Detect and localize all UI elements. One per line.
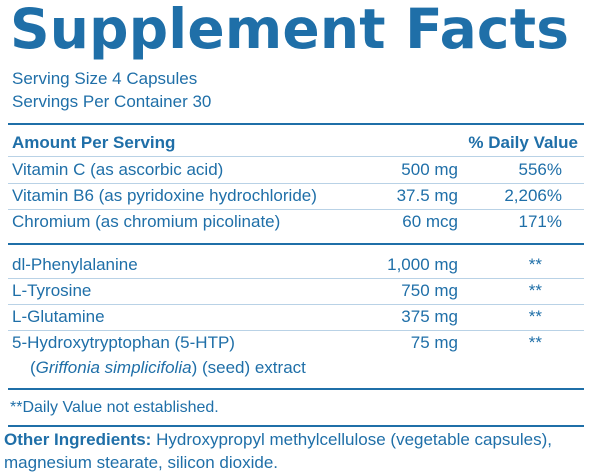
source-rest: ) (seed) extract — [191, 358, 306, 377]
ingredient-amount: 750 mg — [401, 281, 458, 300]
nutrient-row-chromium: Chromium (as chromium picolinate) 60 mcg… — [8, 210, 584, 235]
daily-value-header: % Daily Value — [468, 133, 578, 152]
source-open-paren: ( — [30, 358, 36, 377]
amount-per-serving-header: Amount Per Serving — [12, 133, 176, 152]
ingredient-name: 5-Hydroxytryptophan (5-HTP) — [12, 333, 235, 352]
nutrient-daily-value: 171% — [518, 212, 562, 231]
ingredient-amount: 75 mg — [410, 333, 458, 352]
other-ingredients-text: Hydroxypropyl methylcellulose (vegetable… — [4, 430, 552, 472]
ingredient-name: L-Tyrosine — [12, 281, 92, 300]
ingredient-amount: 1,000 mg — [387, 255, 458, 274]
nutrient-daily-value: 2,206% — [504, 186, 562, 205]
ingredient-row-5-htp: 5-Hydroxytryptophan (5-HTP) 75 mg ** — [8, 331, 584, 356]
panel-bottom-divider — [8, 425, 584, 427]
ingredient-daily-value: ** — [528, 281, 542, 300]
serving-size: Serving Size 4 Capsules — [12, 69, 198, 88]
ingredient-row-phenylalanine: dl-Phenylalanine 1,000 mg ** — [8, 253, 584, 279]
nutrient-name: Vitamin C (as ascorbic acid) — [12, 160, 224, 179]
nutrient-name: Chromium (as chromium picolinate) — [12, 212, 281, 231]
footnote-divider — [8, 388, 584, 390]
source-species: Griffonia simplicifolia — [35, 358, 192, 377]
nutrient-row-vitamin-b6: Vitamin B6 (as pyridoxine hydrochloride)… — [8, 184, 584, 210]
panel-title: Supplement Facts — [10, 0, 570, 61]
other-ingredients-label: Other Ingredients: — [4, 430, 152, 449]
nutrient-amount: 37.5 mg — [396, 186, 458, 205]
ingredient-name: dl-Phenylalanine — [12, 255, 138, 274]
nutrient-row-vitamin-c: Vitamin C (as ascorbic acid) 500 mg 556% — [8, 158, 584, 184]
ingredient-daily-value: ** — [528, 255, 542, 274]
nutrient-amount: 500 mg — [401, 160, 458, 179]
5-htp-source-line: (Griffonia simplicifolia) (seed) extract — [30, 358, 306, 378]
servings-per-container: Servings Per Container 30 — [12, 92, 212, 111]
header-divider-top — [8, 123, 584, 125]
footnote: **Daily Value not established. — [10, 399, 219, 416]
nutrient-daily-value: 556% — [518, 160, 562, 179]
ingredient-daily-value: ** — [528, 333, 542, 352]
section-divider — [8, 243, 584, 245]
header-divider-bottom — [8, 156, 584, 157]
ingredient-name: L-Glutamine — [12, 307, 105, 326]
nutrient-name: Vitamin B6 (as pyridoxine hydrochloride) — [12, 186, 317, 205]
ingredient-daily-value: ** — [528, 307, 542, 326]
nutrient-amount: 60 mcg — [402, 212, 458, 231]
ingredient-row-tyrosine: L-Tyrosine 750 mg ** — [8, 279, 584, 305]
ingredient-amount: 375 mg — [401, 307, 458, 326]
other-ingredients: Other Ingredients: Hydroxypropyl methylc… — [4, 428, 600, 474]
ingredient-row-glutamine: L-Glutamine 375 mg ** — [8, 305, 584, 331]
